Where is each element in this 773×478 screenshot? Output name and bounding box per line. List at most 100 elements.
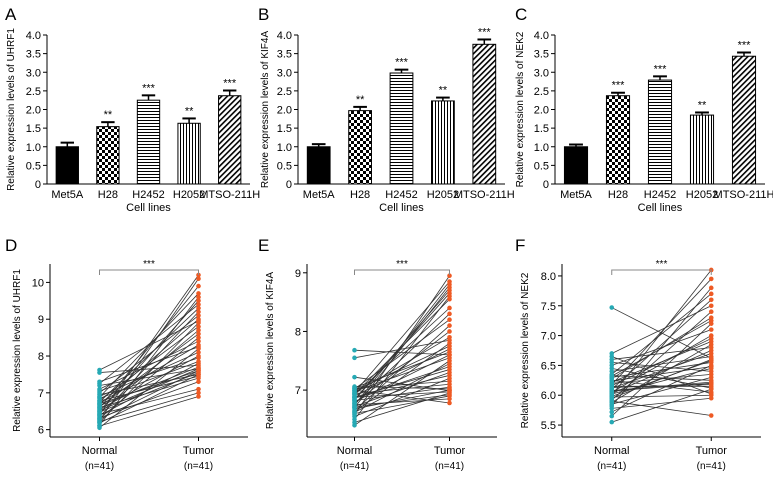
- x-tick-label: Met5A: [303, 189, 335, 201]
- tumor-point: [196, 324, 201, 329]
- pair-line: [354, 296, 450, 420]
- tumor-point: [196, 338, 201, 344]
- pair-line: [611, 305, 712, 354]
- panel-letter: D: [5, 236, 17, 255]
- pair-line: [99, 368, 199, 411]
- tumor-point: [196, 331, 201, 337]
- pair-line: [354, 313, 450, 404]
- pair-line: [354, 287, 450, 408]
- x-tick-sublabel: (n=41): [340, 461, 369, 472]
- normal-point: [352, 347, 357, 353]
- x-tick-label: MTSO-211H: [714, 189, 773, 201]
- tumor-point: [196, 362, 201, 368]
- tumor-point: [196, 372, 201, 377]
- pair-line: [99, 375, 199, 402]
- tumor-point: [708, 309, 714, 315]
- y-tick-label: 2.0: [277, 105, 292, 117]
- tumor-point: [196, 379, 201, 385]
- y-tick-label: 8: [295, 326, 301, 338]
- tumor-point: [708, 348, 714, 353]
- pair-line: [99, 357, 199, 392]
- significance-label: **: [104, 109, 113, 121]
- significance-label: ***: [142, 82, 156, 94]
- pair-line: [611, 362, 712, 378]
- bar: [431, 100, 455, 185]
- y-axis-label: Relative expression levels of NEK2: [515, 31, 526, 187]
- significance-label: ***: [654, 63, 668, 75]
- pair-line: [354, 284, 450, 406]
- x-axis-label: Cell lines: [126, 202, 171, 214]
- y-tick-label: 3.0: [534, 67, 549, 79]
- normal-point: [352, 386, 357, 391]
- y-tick-label: 7: [295, 385, 301, 397]
- x-tick-sublabel: (n=41): [597, 461, 626, 472]
- pair-line: [354, 363, 450, 413]
- pair-line: [611, 388, 712, 423]
- tumor-point: [708, 297, 714, 303]
- pair-line: [611, 350, 712, 394]
- y-tick-label: 2.5: [277, 86, 292, 98]
- pair-line: [354, 394, 450, 408]
- tumor-point: [447, 291, 452, 296]
- bar: [689, 114, 715, 185]
- y-axis-label: Relative expression levels of KIF4A: [260, 31, 271, 189]
- pair-line: [99, 366, 199, 407]
- pair-line: [354, 349, 450, 356]
- pair-line: [99, 364, 199, 373]
- pair-line: [354, 307, 450, 396]
- significance-label: ***: [656, 259, 668, 270]
- bar: [647, 79, 673, 185]
- panel-letter: E: [258, 236, 269, 255]
- y-tick-label: 0: [35, 179, 41, 191]
- tumor-point: [196, 276, 201, 282]
- pair-line: [611, 397, 712, 409]
- tumor-point: [447, 388, 452, 393]
- pair-line: [611, 311, 712, 401]
- y-tick-label: 1.5: [277, 123, 292, 135]
- normal-point: [609, 378, 615, 384]
- pair-line: [611, 307, 712, 359]
- pair-line: [611, 394, 712, 398]
- pair-line: [354, 375, 450, 399]
- pair-line: [99, 374, 199, 424]
- pair-line: [354, 348, 450, 397]
- bar: [177, 122, 201, 185]
- pair-line: [611, 366, 712, 382]
- tumor-point: [708, 318, 714, 323]
- significance-label: ***: [143, 259, 155, 270]
- x-tick-sublabel: (n=41): [85, 461, 114, 472]
- significance-bracket: [611, 269, 712, 275]
- y-tick-label: 3.0: [277, 67, 292, 79]
- pair-line: [99, 361, 199, 399]
- tumor-point: [447, 311, 452, 317]
- tumor-point: [196, 302, 201, 307]
- tumor-point: [196, 305, 201, 311]
- significance-label: ***: [395, 57, 409, 69]
- normal-point: [352, 410, 357, 415]
- y-axis-label: Relative expression levels of NEK2: [520, 272, 531, 428]
- pair-line: [611, 400, 712, 416]
- pair-line: [99, 381, 199, 419]
- x-tick-label: Normal: [82, 445, 117, 457]
- tumor-point: [447, 392, 452, 398]
- tumor-point: [447, 296, 452, 302]
- tumor-point: [708, 391, 714, 397]
- tumor-point: [196, 359, 201, 364]
- x-tick-label: H28: [98, 189, 118, 201]
- x-axis-label: Cell lines: [379, 202, 424, 214]
- y-tick-label: 4.0: [534, 30, 549, 42]
- y-tick-label: 3.5: [26, 49, 41, 61]
- pair-line: [354, 376, 450, 392]
- pair-line: [354, 369, 450, 398]
- tumor-point: [708, 336, 714, 341]
- tumor-point: [447, 361, 452, 366]
- pair-line: [99, 304, 199, 384]
- y-tick-label: 10: [32, 277, 44, 289]
- normal-point: [352, 395, 357, 401]
- y-tick-label: 1.0: [534, 142, 549, 154]
- bar: [55, 146, 79, 185]
- y-tick-label: 2.0: [534, 105, 549, 117]
- pair-line: [99, 370, 199, 405]
- x-tick-label: H28: [608, 189, 628, 201]
- pair-line: [611, 356, 712, 372]
